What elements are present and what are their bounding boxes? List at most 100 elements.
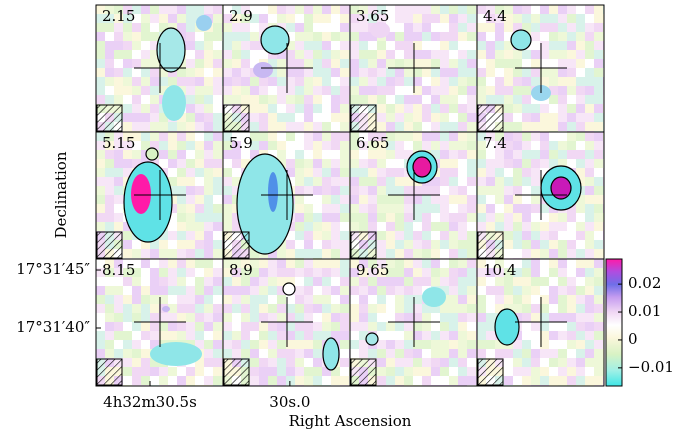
map-pixel: [549, 349, 558, 358]
map-pixel: [504, 259, 513, 268]
map-pixel: [313, 322, 322, 331]
map-pixel: [558, 86, 567, 95]
map-pixel: [594, 122, 603, 131]
map-pixel: [404, 186, 413, 195]
map-pixel: [522, 367, 531, 376]
map-pixel: [286, 59, 295, 68]
map-pixel: [322, 150, 331, 159]
map-pixel: [395, 249, 404, 258]
map-pixel: [159, 240, 168, 249]
map-pixel: [513, 231, 522, 240]
map-pixel: [458, 122, 467, 131]
map-pixel: [168, 122, 177, 131]
map-pixel: [567, 295, 576, 304]
map-pixel: [213, 195, 222, 204]
map-pixel: [477, 268, 486, 277]
map-pixel: [594, 86, 603, 95]
map-pixel: [386, 259, 395, 268]
map-pixel: [195, 5, 204, 14]
map-pixel: [567, 32, 576, 41]
map-pixel: [458, 168, 467, 177]
map-pixel: [322, 23, 331, 32]
map-pixel: [495, 77, 504, 86]
map-pixel: [340, 376, 349, 385]
map-pixel: [286, 113, 295, 122]
map-pixel: [458, 186, 467, 195]
map-pixel: [486, 286, 495, 295]
map-pixel: [295, 331, 304, 340]
map-pixel: [522, 349, 531, 358]
map-pixel: [204, 376, 213, 385]
map-pixel: [558, 50, 567, 59]
map-pixel: [322, 367, 331, 376]
map-pixel: [114, 32, 123, 41]
map-pixel: [540, 77, 549, 86]
map-pixel: [204, 104, 213, 113]
map-pixel: [223, 268, 232, 277]
map-pixel: [495, 268, 504, 277]
map-pixel: [277, 14, 286, 23]
map-pixel: [576, 122, 585, 131]
map-pixel: [413, 277, 422, 286]
map-pixel: [350, 349, 359, 358]
map-pixel: [168, 204, 177, 213]
map-pixel: [313, 213, 322, 222]
map-pixel: [585, 32, 594, 41]
map-pixel: [295, 195, 304, 204]
map-pixel: [186, 213, 195, 222]
map-pixel: [114, 322, 123, 331]
map-pixel: [295, 68, 304, 77]
map-pixel: [286, 331, 295, 340]
map-pixel: [513, 113, 522, 122]
map-pixel: [159, 295, 168, 304]
map-pixel: [531, 304, 540, 313]
channel-label: 7.4: [483, 134, 507, 152]
map-pixel: [313, 50, 322, 59]
map-pixel: [449, 331, 458, 340]
map-pixel: [232, 77, 241, 86]
map-pixel: [449, 95, 458, 104]
map-pixel: [277, 122, 286, 131]
map-pixel: [168, 150, 177, 159]
map-pixel: [331, 104, 340, 113]
map-pixel: [449, 340, 458, 349]
map-pixel: [467, 23, 476, 32]
map-pixel: [449, 186, 458, 195]
map-pixel: [105, 32, 114, 41]
map-pixel: [159, 231, 168, 240]
map-pixel: [350, 50, 359, 59]
map-pixel: [504, 23, 513, 32]
map-pixel: [277, 113, 286, 122]
map-pixel: [204, 240, 213, 249]
map-pixel: [413, 231, 422, 240]
map-pixel: [368, 259, 377, 268]
map-pixel: [195, 249, 204, 258]
emission-blob: [510, 29, 532, 51]
map-pixel: [404, 32, 413, 41]
map-pixel: [177, 23, 186, 32]
map-pixel: [467, 168, 476, 177]
map-pixel: [331, 23, 340, 32]
map-pixel: [232, 213, 241, 222]
map-pixel: [495, 5, 504, 14]
map-pixel: [186, 195, 195, 204]
map-pixel: [277, 249, 286, 258]
map-pixel: [395, 231, 404, 240]
map-pixel: [313, 86, 322, 95]
map-pixel: [141, 68, 150, 77]
emission-blob: [282, 282, 296, 296]
map-pixel: [386, 113, 395, 122]
map-pixel: [540, 376, 549, 385]
map-pixel: [186, 367, 195, 376]
beam: [477, 231, 504, 259]
map-pixel: [368, 77, 377, 86]
map-pixel: [558, 286, 567, 295]
map-pixel: [377, 159, 386, 168]
map-pixel: [204, 168, 213, 177]
map-pixel: [558, 249, 567, 258]
map-pixel: [304, 122, 313, 131]
map-pixel: [440, 132, 449, 141]
map-pixel: [386, 240, 395, 249]
map-pixel: [386, 313, 395, 322]
map-pixel: [531, 132, 540, 141]
